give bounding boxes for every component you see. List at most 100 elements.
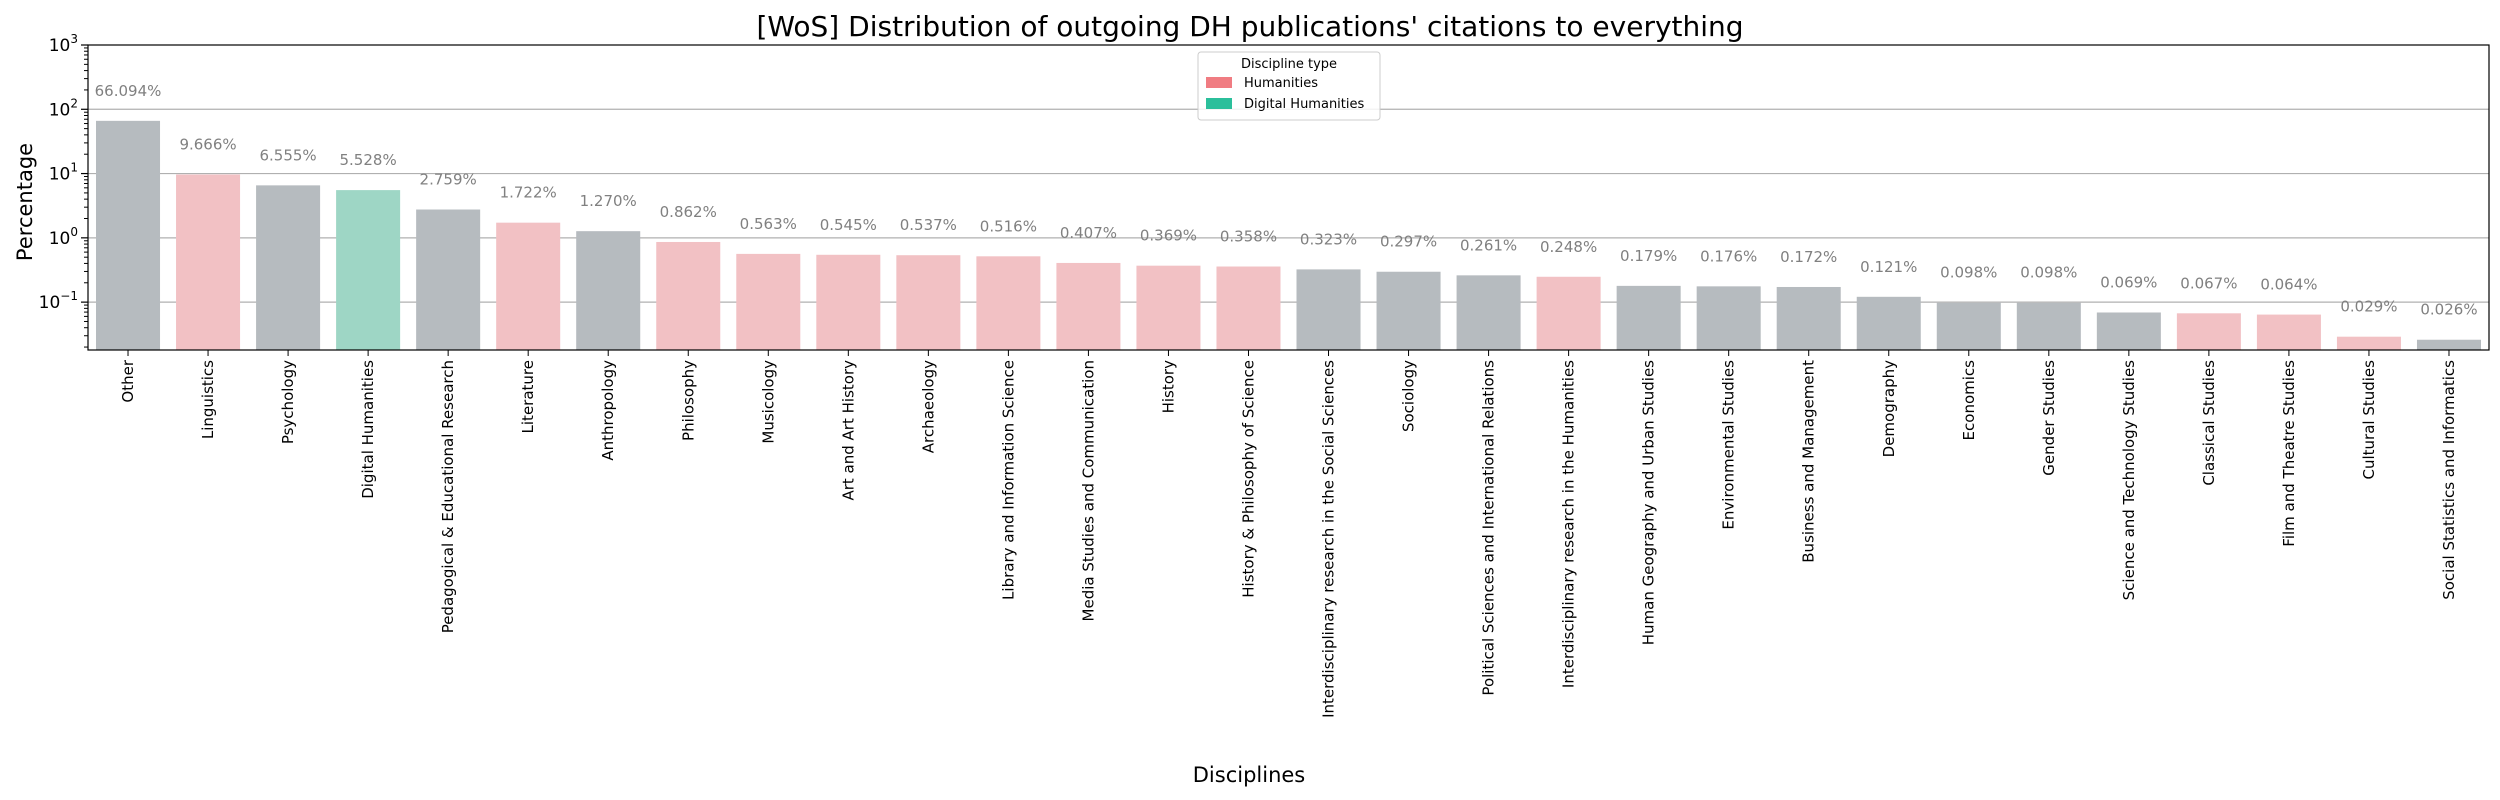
data-label-gender-studies: 0.098% <box>2020 264 2077 282</box>
x-tick-label: Library and Information Science <box>999 360 1017 600</box>
x-tick-label: Archaeology <box>919 360 937 453</box>
bar-sociology <box>1376 271 1441 350</box>
bar-philosophy <box>656 241 721 350</box>
bar-pedagogical-educational-research <box>416 209 481 350</box>
data-label-political-sciences-and-international-relations: 0.261% <box>1460 236 1517 254</box>
x-tick-label: Political Sciences and International Rel… <box>1480 360 1498 696</box>
data-label-demography: 0.121% <box>1860 258 1917 276</box>
x-tick-label: Film and Theatre Studies <box>2280 360 2298 547</box>
bar-literature <box>496 222 561 350</box>
x-tick-label: Social Statistics and Informatics <box>2440 360 2458 600</box>
bar-science-and-technology-studies <box>2096 312 2161 350</box>
data-label-human-geography-and-urban-studies: 0.179% <box>1620 247 1677 265</box>
bar-economics <box>1936 302 2001 350</box>
data-label-history: 0.369% <box>1140 227 1197 245</box>
x-tick-label: History <box>1159 360 1177 413</box>
bar-linguistics <box>176 174 241 350</box>
x-tick-label: Psychology <box>279 360 297 444</box>
data-label-digital-humanities: 5.528% <box>340 151 397 169</box>
bar-history <box>1136 265 1201 350</box>
x-tick-label: Human Geography and Urban Studies <box>1640 360 1658 645</box>
x-tick-label: Linguistics <box>199 360 217 439</box>
data-label-art-and-art-history: 0.545% <box>820 216 877 234</box>
bar-human-geography-and-urban-studies <box>1616 285 1681 350</box>
x-tick-label: Literature <box>519 360 537 433</box>
x-tick-label: Sociology <box>1400 360 1418 432</box>
x-tick-label: Philosophy <box>679 360 697 441</box>
x-tick-label: Art and Art History <box>839 360 857 501</box>
data-label-archaeology: 0.537% <box>900 216 957 234</box>
y-tick-label: 102 <box>49 96 78 120</box>
x-tick-label: Other <box>119 359 137 402</box>
data-label-cultural-studies: 0.029% <box>2340 298 2397 316</box>
bar-psychology <box>256 185 321 350</box>
x-tick-label: Business and Management <box>1800 360 1818 563</box>
legend-title: Discipline type <box>1241 57 1337 72</box>
bar-business-and-management <box>1776 286 1841 350</box>
data-label-sociology: 0.297% <box>1380 233 1437 251</box>
data-label-library-and-information-science: 0.516% <box>980 217 1037 235</box>
bar-cultural-studies <box>2336 336 2401 350</box>
legend-box <box>1197 51 1381 121</box>
x-tick-label: Classical Studies <box>2200 360 2218 486</box>
x-tick-label: Cultural Studies <box>2360 360 2378 480</box>
bar-social-statistics-and-informatics <box>2416 339 2481 350</box>
data-label-environmental-studies: 0.176% <box>1700 247 1757 265</box>
bar-history-philosophy-of-science <box>1216 266 1281 350</box>
data-labels: 66.094% 9.666% 6.555% 5.528% 2.759% 1.722% 1.2… <box>95 82 2478 319</box>
data-label-film-and-theatre-studies: 0.064% <box>2260 276 2317 294</box>
x-tick-label: Demography <box>1880 360 1898 457</box>
bar-anthropology <box>576 231 641 350</box>
bars <box>96 120 2481 351</box>
x-tick-label: Science and Technology Studies <box>2120 360 2138 601</box>
data-label-history-philosophy-of-science: 0.358% <box>1220 228 1277 246</box>
x-axis-label: Disciplines <box>1193 763 1306 787</box>
data-label-linguistics: 9.666% <box>179 136 236 154</box>
x-tick-label: Media Studies and Communication <box>1079 360 1097 621</box>
x-tick-label: Economics <box>1960 360 1978 441</box>
bar-musicology <box>736 253 801 350</box>
x-tick-label: Musicology <box>759 360 777 444</box>
bar-other <box>96 120 161 351</box>
bar-interdisciplinary-research-in-the-social-sciences <box>1296 269 1361 350</box>
plot-frame <box>87 44 2490 351</box>
data-label-literature: 1.722% <box>500 184 557 202</box>
data-label-interdisciplinary-research-in-the-social-sciences: 0.323% <box>1300 230 1357 248</box>
y-tick-label: 100 <box>49 225 78 249</box>
bar-environmental-studies <box>1696 286 1761 350</box>
legend-swatch-humanities <box>1206 77 1232 88</box>
y-axis-ticks: 10−1 100 101 102 103 <box>39 32 88 348</box>
legend-label-digital-humanities: Digital Humanities <box>1244 97 1364 112</box>
x-tick-label: Digital Humanities <box>359 360 377 499</box>
bar-demography <box>1856 296 1921 350</box>
x-tick-label: History & Philosophy of Science <box>1239 360 1257 598</box>
x-tick-label: Pedagogical & Educational Research <box>439 360 457 633</box>
y-axis-label: Percentage <box>13 143 37 261</box>
bar-library-and-information-science <box>976 256 1041 350</box>
bar-archaeology <box>896 255 961 350</box>
data-label-anthropology: 1.270% <box>580 192 637 210</box>
bar-film-and-theatre-studies <box>2256 314 2321 350</box>
legend: Discipline type Humanities Digital Human… <box>1197 51 1381 121</box>
bar-gender-studies <box>2016 302 2081 350</box>
data-label-pedagogical-educational-research: 2.759% <box>420 171 477 189</box>
data-label-economics: 0.098% <box>1940 264 1997 282</box>
bar-political-sciences-and-international-relations <box>1456 275 1521 350</box>
bar-art-and-art-history <box>816 254 881 350</box>
data-label-interdisciplinary-research-in-the-humanities: 0.248% <box>1540 238 1597 256</box>
data-label-classical-studies: 0.067% <box>2180 274 2237 292</box>
x-tick-label: Anthropology <box>599 360 617 461</box>
legend-label-humanities: Humanities <box>1244 76 1318 91</box>
chart-title: [WoS] Distribution of outgoing DH public… <box>756 10 1743 43</box>
data-label-other: 66.094% <box>95 82 162 100</box>
data-label-business-and-management: 0.172% <box>1780 248 1837 266</box>
x-axis-ticks: Other Linguistics Psychology Digital Humani… <box>119 350 2458 718</box>
data-label-media-studies-and-communication: 0.407% <box>1060 224 1117 242</box>
data-label-social-statistics-and-informatics: 0.026% <box>2420 301 2477 319</box>
bar-digital-humanities <box>336 190 401 350</box>
data-label-psychology: 6.555% <box>259 146 316 164</box>
x-tick-label: Interdisciplinary research in the Social… <box>1320 360 1338 718</box>
legend-swatch-digital-humanities <box>1206 98 1232 109</box>
x-tick-label: Gender Studies <box>2040 360 2058 476</box>
